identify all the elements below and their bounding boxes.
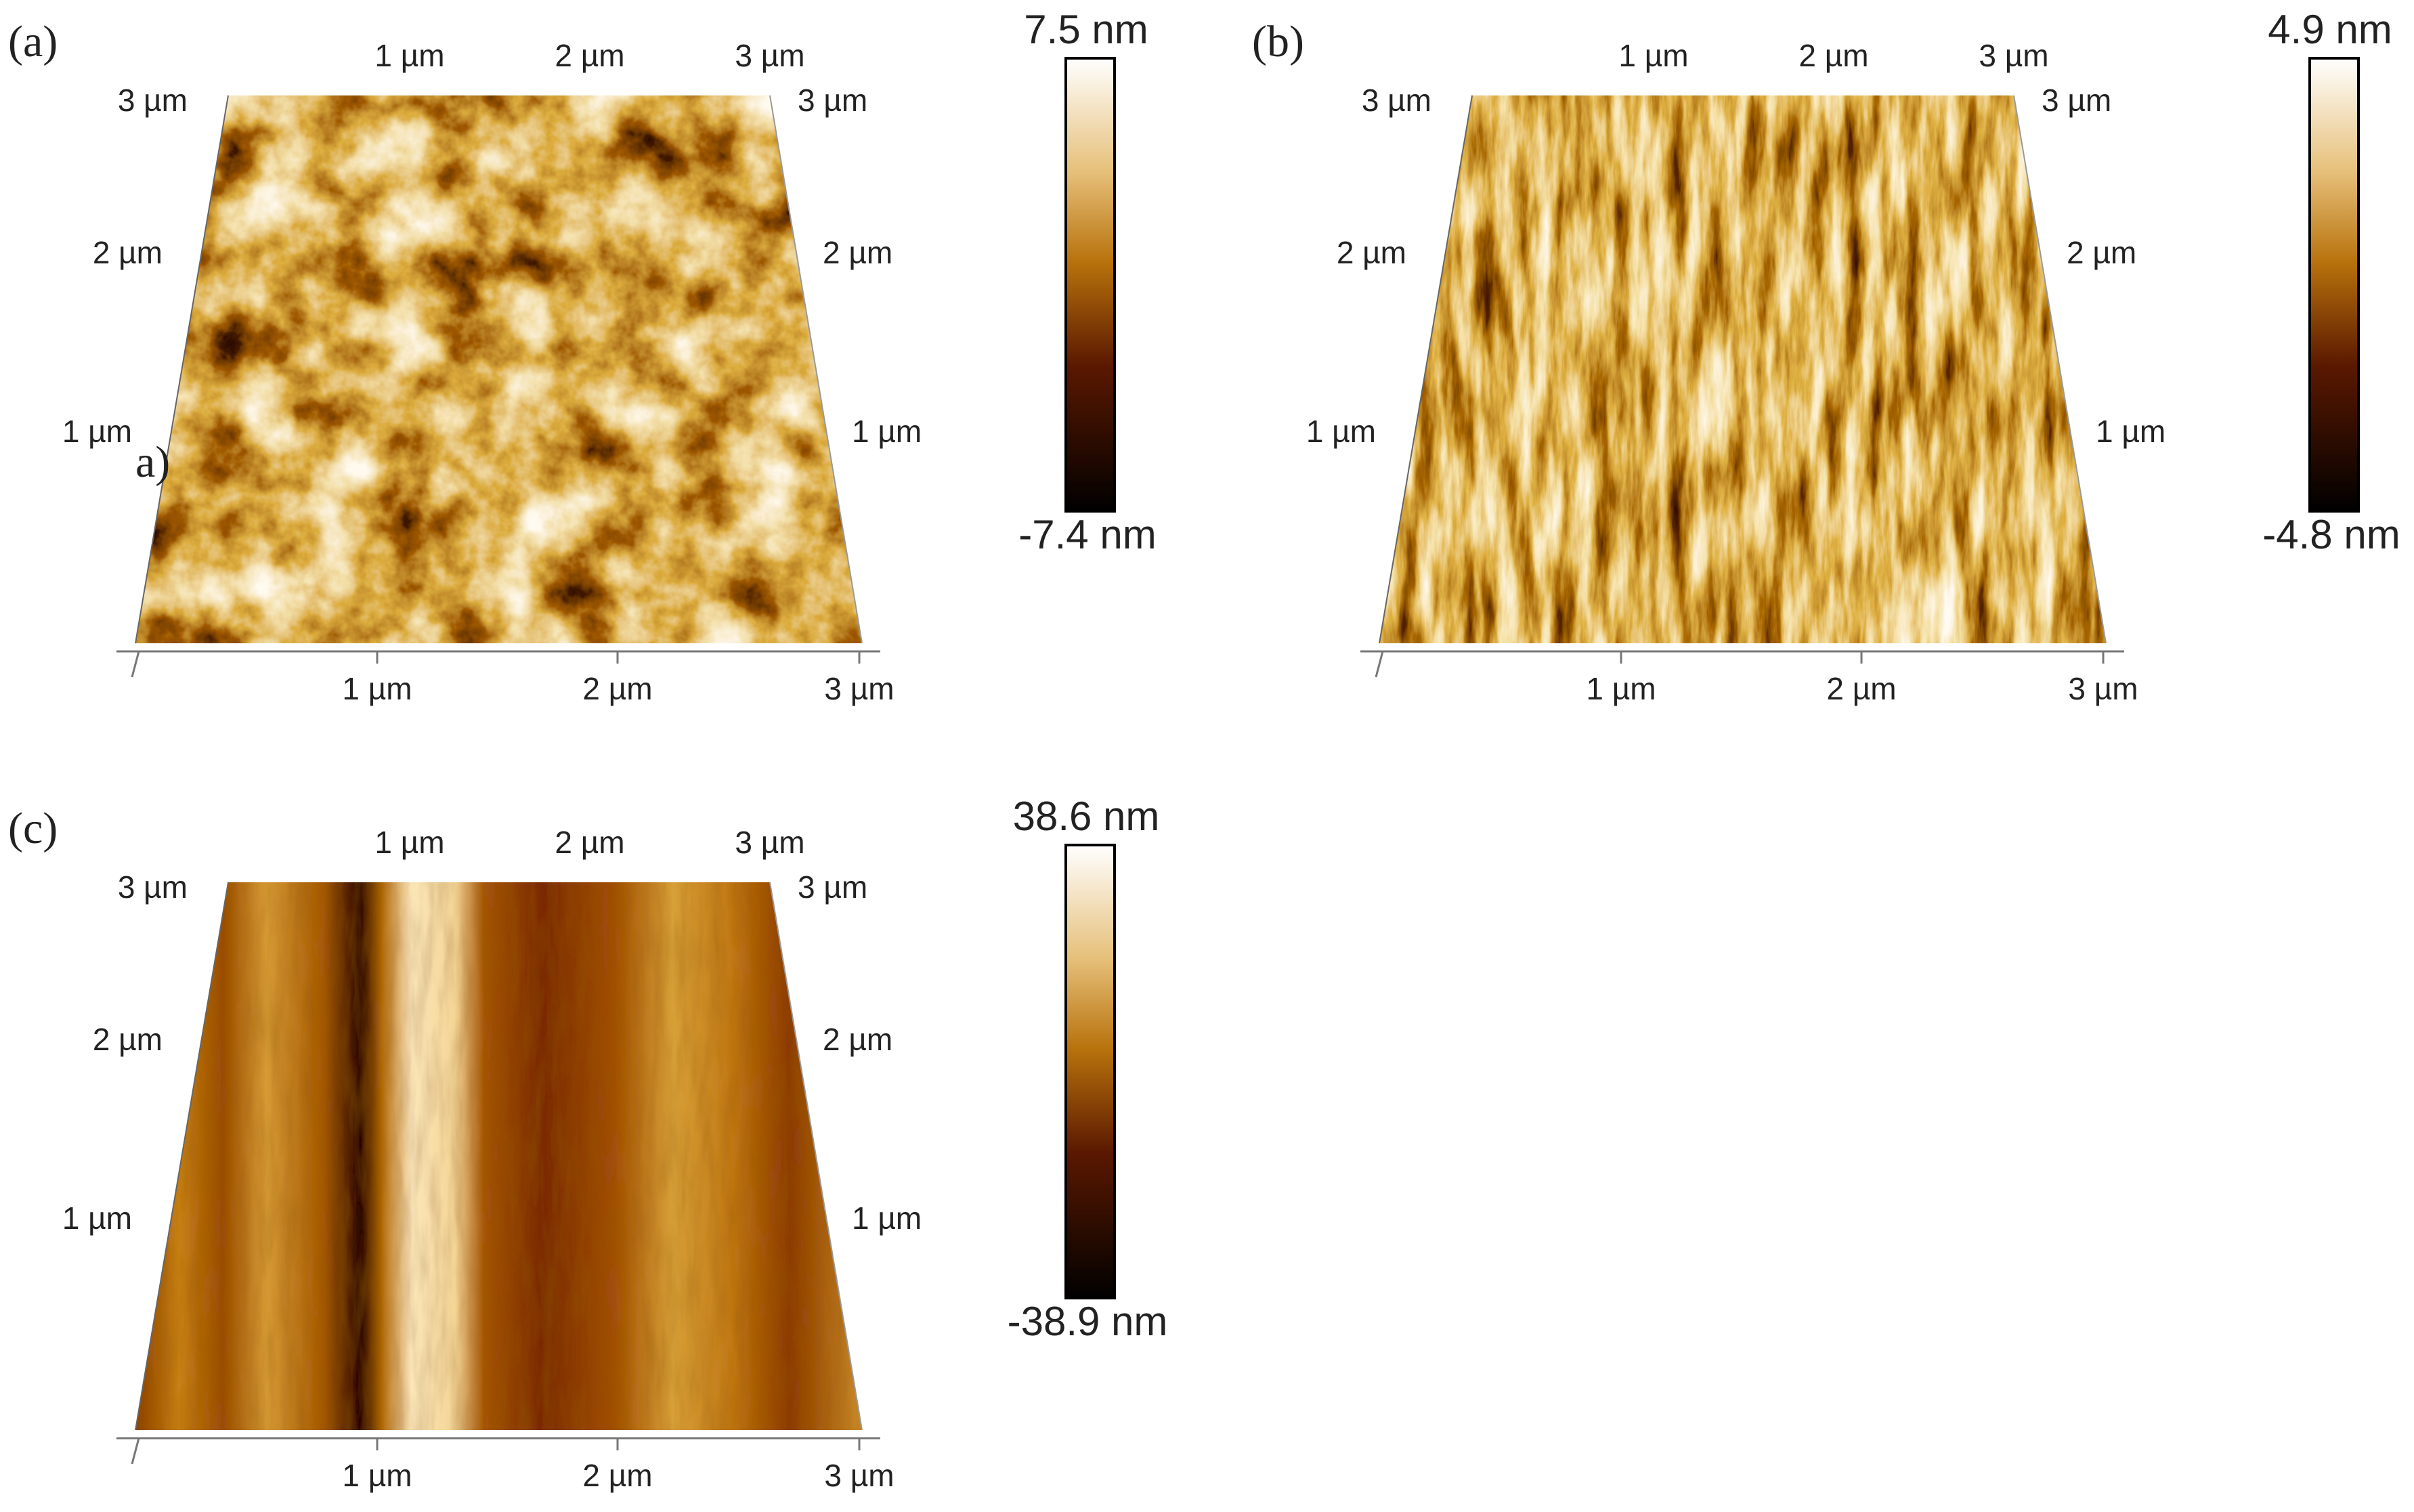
- base-axis: [131, 651, 140, 678]
- top-axis-label: 3 µm: [1979, 38, 2048, 73]
- bottom-axis-label: 3 µm: [824, 1458, 894, 1493]
- bottom-axis-label: 1 µm: [342, 671, 412, 706]
- base-axis: [1375, 651, 1384, 678]
- surface-edge: [135, 882, 229, 1431]
- top-axis-label: 1 µm: [374, 825, 444, 860]
- top-axis-label: 2 µm: [1798, 38, 1868, 73]
- bottom-axis-label: 2 µm: [582, 1458, 652, 1493]
- top-axis-label: 1 µm: [1618, 38, 1688, 73]
- annotation: a): [135, 437, 170, 487]
- surface-edge: [135, 95, 229, 644]
- panel: (a) 1 µm 2 µm 3 µm 1 µm 2 µm 3 µm 3 µm 2 µm 1 µm 3…: [8, 7, 1157, 706]
- right-axis-label: 3 µm: [798, 83, 867, 118]
- left-axis-label: 1 µm: [62, 414, 132, 449]
- colorbar: [1064, 57, 1116, 513]
- panel-label: (a): [8, 17, 58, 66]
- bottom-axis-label: 3 µm: [2068, 671, 2138, 706]
- top-axis-label: 3 µm: [735, 38, 804, 73]
- right-axis-label: 1 µm: [852, 414, 922, 449]
- left-axis-label: 3 µm: [1362, 83, 1431, 118]
- bottom-axis-label: 2 µm: [582, 671, 652, 706]
- bottom-axis-label: 1 µm: [1586, 671, 1656, 706]
- surface-edge: [2013, 95, 2107, 644]
- bottom-axis-label: 1 µm: [342, 1458, 412, 1493]
- bottom-axis-label: 3 µm: [824, 671, 894, 706]
- afm-surface: [135, 95, 862, 643]
- surface-edge: [1379, 95, 1473, 644]
- right-axis-label: 3 µm: [2042, 83, 2111, 118]
- left-axis-label: 2 µm: [93, 235, 163, 270]
- base-axis: [131, 1438, 140, 1465]
- left-axis-label: 2 µm: [1337, 235, 1406, 270]
- bottom-axis-label: 2 µm: [1826, 671, 1896, 706]
- right-axis-label: 2 µm: [2067, 235, 2136, 270]
- surface-edge: [769, 95, 863, 644]
- right-axis-label: 1 µm: [2096, 414, 2165, 449]
- colorbar: [1064, 844, 1116, 1299]
- right-axis-label: 3 µm: [798, 869, 867, 905]
- colorbar: [2308, 57, 2360, 513]
- colorbar-min: -4.8 nm: [2262, 512, 2400, 557]
- colorbar-max: 38.6 nm: [1013, 794, 1160, 839]
- top-axis-label: 2 µm: [555, 825, 624, 860]
- panel: (b) 1 µm 2 µm 3 µm 1 µm 2 µm 3 µm 3 µm 2 µm 1 µm 3…: [1252, 7, 2400, 706]
- left-axis-label: 3 µm: [118, 869, 188, 905]
- top-axis-label: 3 µm: [735, 825, 804, 860]
- top-axis-label: 2 µm: [555, 38, 624, 73]
- colorbar-max: 7.5 nm: [1024, 7, 1148, 52]
- left-axis-label: 2 µm: [93, 1022, 163, 1057]
- right-axis-label: 2 µm: [823, 235, 892, 270]
- surface-edge: [769, 882, 863, 1431]
- panel-label: (c): [8, 804, 58, 853]
- left-axis-label: 3 µm: [118, 83, 188, 118]
- afm-surface: [135, 882, 862, 1430]
- top-axis-label: 1 µm: [374, 38, 444, 73]
- right-axis-label: 1 µm: [852, 1201, 922, 1236]
- left-axis-label: 1 µm: [62, 1201, 132, 1236]
- left-axis-label: 1 µm: [1306, 414, 1376, 449]
- panel-label: (b): [1252, 17, 1304, 66]
- colorbar-min: -38.9 nm: [1008, 1299, 1168, 1344]
- colorbar-min: -7.4 nm: [1018, 512, 1156, 557]
- right-axis-label: 2 µm: [823, 1022, 892, 1057]
- panel: (c) 1 µm 2 µm 3 µm 1 µm 2 µm 3 µm 3 µm 2 µm 1 µm 3…: [8, 794, 1167, 1493]
- colorbar-max: 4.9 nm: [2268, 7, 2392, 52]
- afm-surface: [1379, 95, 2106, 643]
